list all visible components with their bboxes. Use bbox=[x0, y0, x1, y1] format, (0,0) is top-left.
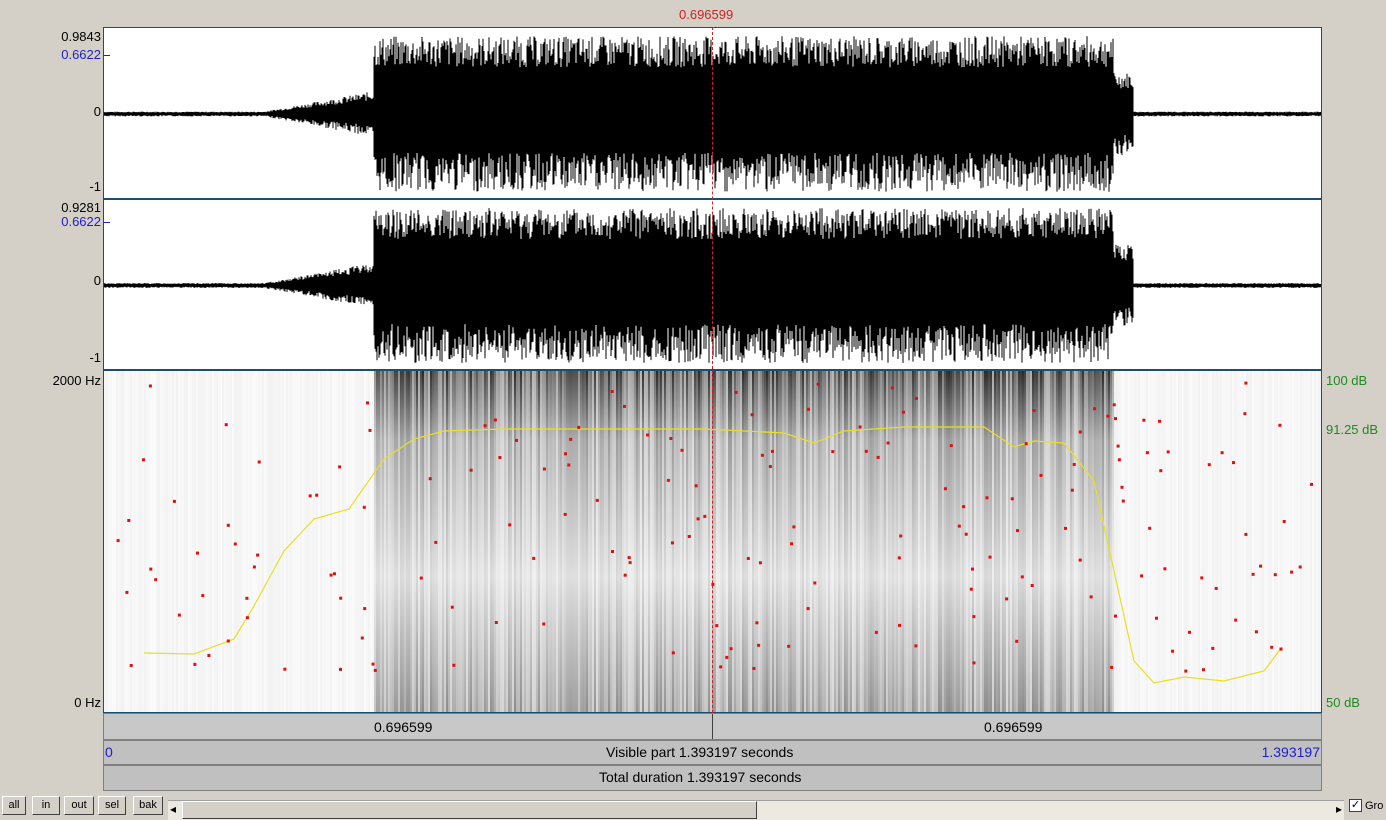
zoom-out-button[interactable]: out bbox=[64, 796, 94, 815]
total-duration-bar[interactable]: Total duration 1.393197 seconds bbox=[103, 765, 1322, 791]
freq-bottom-label: 0 Hz bbox=[74, 695, 101, 710]
horizontal-scrollbar[interactable]: ◂ ▸ bbox=[168, 800, 1344, 820]
visible-end-label: 1.393197 bbox=[1261, 744, 1320, 760]
spectrogram-svg bbox=[104, 371, 1321, 712]
time-segment-left[interactable]: 0.696599 bbox=[374, 719, 433, 735]
visible-part-text: Visible part 1.393197 seconds bbox=[606, 744, 794, 760]
freq-top-label: 2000 Hz bbox=[52, 373, 101, 388]
ch1-zero-label: 0 bbox=[93, 104, 101, 119]
visible-part-bar[interactable]: 0 Visible part 1.393197 seconds 1.393197 bbox=[103, 740, 1322, 765]
ch2-sub-label: 0.6622 bbox=[61, 214, 101, 229]
cursor-time-label: 0.696599 bbox=[679, 7, 734, 22]
visible-start-label: 0 bbox=[105, 744, 113, 760]
ch1-max-label: 0.9843 bbox=[61, 29, 101, 44]
cursor-line bbox=[712, 27, 713, 713]
scroll-left-arrow-icon[interactable]: ◂ bbox=[170, 802, 177, 816]
time-segment-divider bbox=[712, 714, 713, 739]
scroll-right-arrow-icon[interactable]: ▸ bbox=[1335, 802, 1342, 816]
group-checkbox-label: Gro bbox=[1365, 800, 1384, 812]
zoom-all-button[interactable]: all bbox=[2, 796, 26, 815]
zoom-selection-button[interactable]: sel bbox=[98, 796, 126, 815]
db-top-label: 100 dB bbox=[1326, 373, 1368, 388]
ch2-sub-tick bbox=[104, 222, 110, 223]
group-checkbox[interactable]: ✓ bbox=[1349, 799, 1362, 812]
ch1-min-label: -1 bbox=[89, 179, 101, 194]
db-mid-label: 91.25 dB bbox=[1326, 422, 1379, 437]
ch1-sub-label: 0.6622 bbox=[61, 47, 101, 62]
ch2-zero-label: 0 bbox=[93, 273, 101, 288]
db-bottom-label: 50 dB bbox=[1326, 695, 1360, 710]
zoom-in-button[interactable]: in bbox=[32, 796, 60, 815]
spectrogram-panel[interactable] bbox=[103, 370, 1322, 713]
time-segment-right[interactable]: 0.696599 bbox=[984, 719, 1043, 735]
waveform-1-svg bbox=[104, 36, 1321, 192]
ch1-sub-tick bbox=[104, 55, 110, 56]
scrollbar-thumb[interactable] bbox=[182, 801, 757, 819]
ch2-min-label: -1 bbox=[89, 350, 101, 365]
total-duration-text: Total duration 1.393197 seconds bbox=[599, 769, 802, 785]
waveform-2-svg bbox=[104, 208, 1321, 363]
zoom-back-button[interactable]: bak bbox=[133, 796, 163, 815]
time-segment-bar[interactable]: 0.696599 0.696599 bbox=[103, 713, 1322, 740]
ch2-max-label: 0.9281 bbox=[61, 200, 101, 215]
